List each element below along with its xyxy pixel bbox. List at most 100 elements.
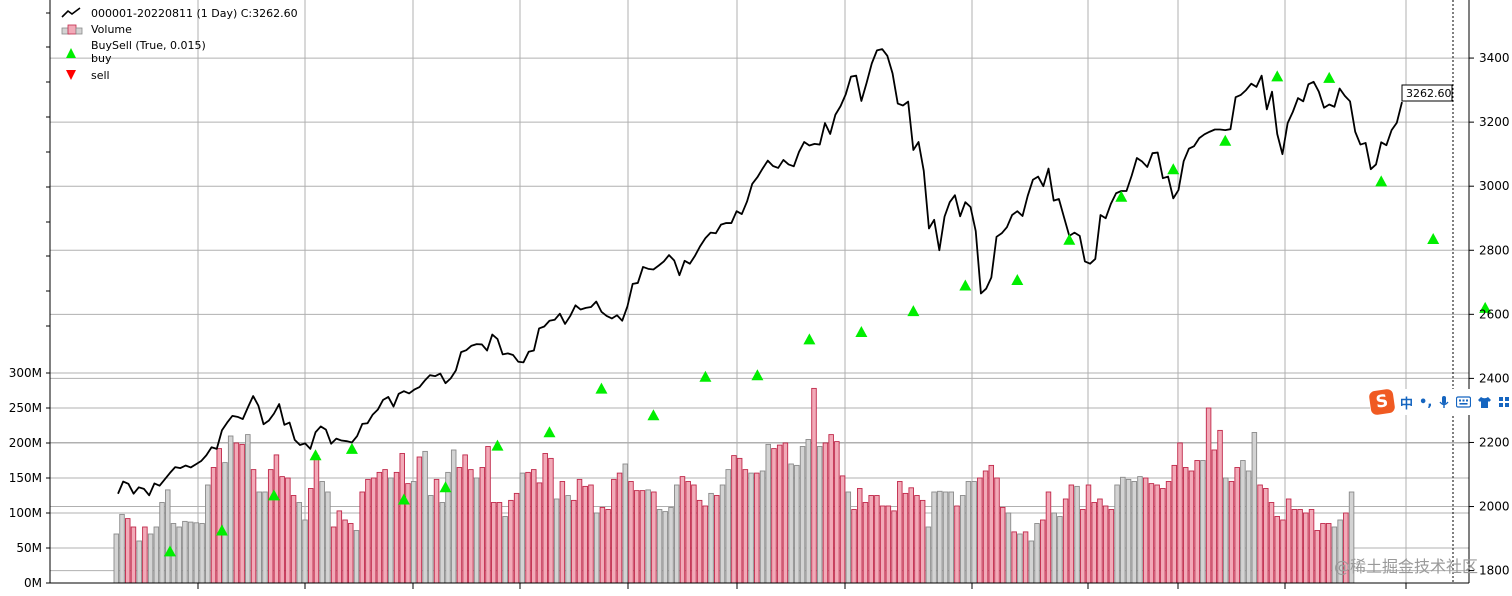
volume-bar <box>216 448 222 584</box>
volume-bar <box>1263 488 1269 584</box>
volume-bar <box>605 509 611 584</box>
legend-price-item: 000001-20220811 (1 Day) C:3262.60 <box>61 7 298 20</box>
volume-bar <box>668 506 674 584</box>
volume-bar <box>1205 407 1212 584</box>
volume-bar <box>565 495 571 584</box>
volume-bar <box>1120 476 1126 584</box>
legend-buysell-item: BuySell (True, 0.015) <box>91 39 206 52</box>
volume-bar <box>765 443 771 584</box>
volume-bar <box>388 477 394 584</box>
volume-bar <box>250 469 257 584</box>
volume-bar <box>1097 498 1103 584</box>
volume-bar <box>897 481 903 584</box>
buy-marker <box>1063 233 1076 245</box>
buy-marker <box>907 305 920 317</box>
shirt-icon[interactable] <box>1477 396 1492 409</box>
volume-bar <box>1022 531 1029 584</box>
grid-icon[interactable] <box>1498 396 1510 408</box>
volume-bar <box>279 476 285 584</box>
volume-bar <box>1005 512 1012 584</box>
volume-bar <box>891 510 897 584</box>
legend-volume-label: Volume <box>91 23 132 36</box>
volume-bar <box>811 387 817 584</box>
volume-bar <box>742 469 749 584</box>
volume-bar <box>977 477 983 584</box>
buy-marker <box>595 382 608 394</box>
volume-y-tick-label: 200M <box>9 436 42 450</box>
legend-buysell-label: BuySell (True, 0.015) <box>91 39 206 52</box>
volume-bar <box>754 472 760 584</box>
volume-bar <box>1188 470 1195 584</box>
buy-marker <box>1115 190 1128 202</box>
volume-bar <box>965 481 972 584</box>
volume-bar <box>302 519 308 584</box>
keyboard-icon[interactable] <box>1456 396 1472 408</box>
buy-marker <box>215 524 228 536</box>
volume-bar <box>313 455 320 584</box>
volume-bar <box>616 472 623 584</box>
volume-bar <box>342 519 348 584</box>
volume-bar <box>296 502 303 584</box>
volume-bar <box>130 526 137 584</box>
buy-marker <box>959 279 972 291</box>
volume-bar <box>816 446 823 584</box>
volume-bar <box>908 487 914 584</box>
volume-bar <box>1182 467 1189 584</box>
volume-bar <box>227 435 234 584</box>
volume-bar <box>473 477 480 584</box>
volume-bar <box>1040 519 1046 584</box>
volume-bar <box>828 434 834 584</box>
volume-bar <box>1211 449 1218 584</box>
volume-bar <box>353 530 360 584</box>
volume-bar <box>239 443 245 584</box>
buy-marker <box>491 439 504 451</box>
volume-bar <box>748 472 754 584</box>
volume-bar <box>885 505 892 584</box>
volume-bar <box>857 488 863 584</box>
volume-bar <box>971 481 977 584</box>
price-y-tick-label: 3400 <box>1479 51 1510 65</box>
volume-bar <box>679 476 686 584</box>
volume-bar <box>531 469 537 584</box>
volume-bar <box>159 502 165 584</box>
volume-bar <box>1108 509 1115 584</box>
punctuation-toggle[interactable]: •, <box>1419 394 1433 410</box>
volume-bar <box>1251 432 1258 584</box>
volume-bar <box>1051 512 1057 584</box>
volume-bar <box>513 492 520 584</box>
volume-bar <box>165 489 171 584</box>
volume-bar <box>1314 530 1320 584</box>
volume-bar <box>479 467 486 584</box>
volume-bar <box>731 455 737 584</box>
sogou-logo-icon[interactable]: S <box>1368 388 1396 416</box>
volume-bar <box>656 509 663 584</box>
volume-bar <box>868 495 874 584</box>
volume-bar <box>1320 523 1326 584</box>
volume-bar <box>1245 470 1252 584</box>
volume-bar <box>1285 498 1292 584</box>
volume-bar <box>147 533 154 584</box>
volume-bar <box>365 478 371 584</box>
price-line <box>117 48 1403 497</box>
volume-bar <box>142 526 148 584</box>
volume-bar <box>136 540 142 584</box>
volume-bar <box>879 505 886 584</box>
ime-toolbar[interactable]: S 中 •, <box>1368 388 1512 416</box>
buy-marker <box>163 545 176 557</box>
volume-bar <box>519 472 526 584</box>
buy-marker <box>1271 70 1284 82</box>
ime-mode-toggle[interactable]: 中 <box>1400 396 1414 412</box>
price-y-tick-label: 2200 <box>1479 435 1510 449</box>
volume-bar <box>776 444 783 584</box>
volume-bar <box>267 469 274 584</box>
price-y-tick-label: 2800 <box>1479 243 1510 257</box>
volume-bar <box>794 464 800 584</box>
volume-bar <box>548 457 554 584</box>
volume-bar <box>633 490 640 584</box>
volume-bar <box>948 491 954 584</box>
volume-bar <box>1154 484 1160 584</box>
microphone-icon[interactable] <box>1438 395 1450 409</box>
volume-bar <box>1062 498 1069 584</box>
volume-bar <box>988 464 995 584</box>
volume-bar <box>382 469 388 584</box>
